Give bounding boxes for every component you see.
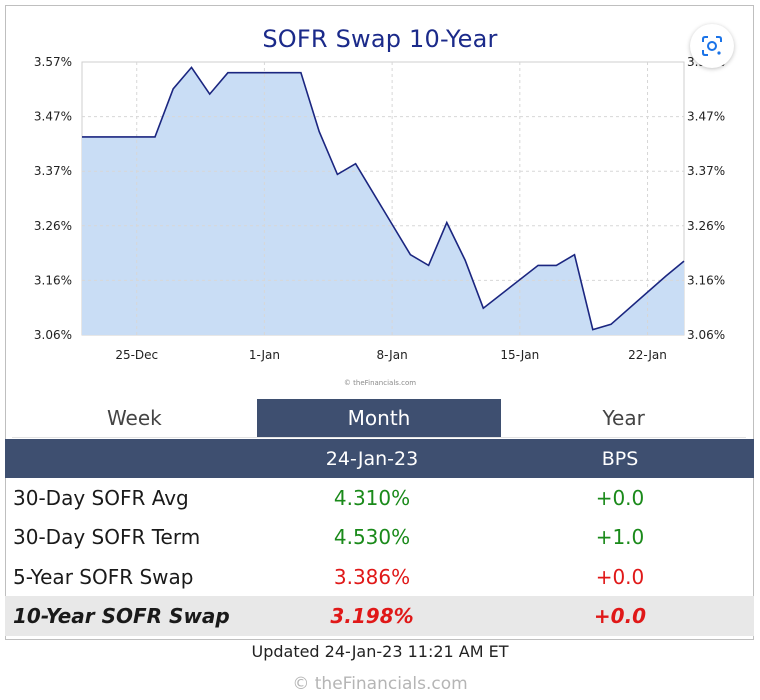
tab-week[interactable]: Week [12,399,257,437]
row-value: 3.198% [330,604,414,628]
y-tick-label-left: 3.47% [34,110,72,124]
row-label: 10-Year SOFR Swap [13,604,230,628]
y-tick-label-left: 3.37% [34,164,72,178]
table-row-highlighted: 10-Year SOFR Swap 3.198% +0.0 [5,596,754,636]
row-label: 30-Day SOFR Avg [13,486,189,510]
y-tick-label-left: 3.57% [34,55,72,69]
tab-month[interactable]: Month [256,399,502,437]
row-bps: +0.0 [593,604,647,628]
chart-watermark: © theFinancials.com [344,379,416,387]
table-row: 5-Year SOFR Swap 3.386% +0.0 [5,557,754,597]
updated-timestamp: Updated 24-Jan-23 11:21 AM ET [251,642,509,661]
row-bps: +1.0 [595,525,645,549]
x-tick-label: 25-Dec [115,348,158,362]
row-label: 30-Day SOFR Term [13,525,201,549]
chart-title: SOFR Swap 10-Year [262,25,498,53]
y-tick-label-right: 3.26% [687,219,725,233]
series-line [82,66,685,331]
row-value: 3.386% [333,565,411,589]
table-row: 30-Day SOFR Avg 4.310% +0.0 [5,478,754,518]
google-lens-icon [702,36,722,56]
header-bps: BPS [601,448,639,470]
row-bps: +0.0 [595,565,645,589]
table-row: 30-Day SOFR Term 4.530% +1.0 [5,517,754,557]
row-value: 4.530% [333,525,411,549]
tab-year[interactable]: Year [501,399,747,437]
y-tick-label-right: 3.16% [687,273,725,287]
x-tick-label: 22-Jan [628,348,667,362]
period-tabs: Week Month Year [12,399,747,438]
x-tick-label: 15-Jan [500,348,539,362]
y-tick-label-right: 3.06% [687,328,725,342]
y-tick-label-left: 3.16% [34,273,72,287]
chart-plot: 3.57%3.57%3.47%3.47%3.37%3.37%3.26%3.26%… [34,55,725,387]
lens-button[interactable] [690,24,734,68]
series-area-fill [82,67,684,336]
y-tick-label-left: 3.26% [34,219,72,233]
header-date: 24-Jan-23 [325,448,419,470]
row-value: 4.310% [333,486,411,510]
y-tick-label-right: 3.37% [687,164,725,178]
table-header: 24-Jan-23 BPS [5,439,754,478]
y-tick-label-left: 3.06% [34,328,72,342]
row-label: 5-Year SOFR Swap [13,565,194,589]
x-tick-label: 8-Jan [377,348,408,362]
x-tick-label: 1-Jan [249,348,280,362]
y-tick-label-right: 3.47% [687,110,725,124]
copyright-footer: © theFinancials.com [292,674,468,694]
row-bps: +0.0 [595,486,645,510]
